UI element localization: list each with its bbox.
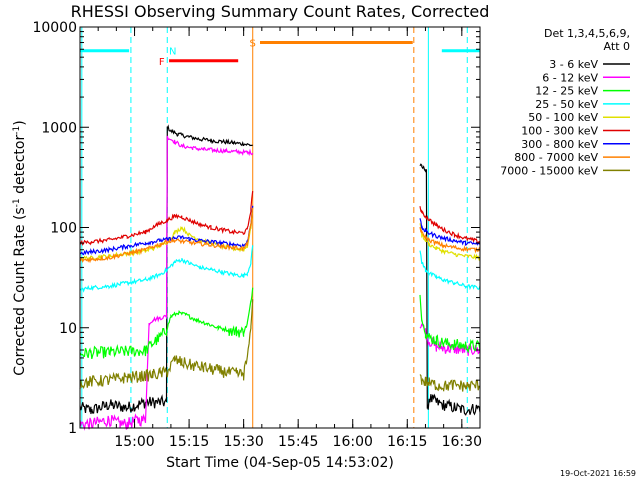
series-line-7-800-7000kev-seg1 (419, 226, 481, 254)
y-axis-label-mid: detector (12, 135, 28, 199)
series-line-0-3-6kev-seg1 (419, 163, 481, 416)
timestamp-label: 19-Oct-2021 16:59 (560, 469, 636, 478)
x-tick-label: 16:30 (442, 434, 482, 450)
y-axis-label-end: ) (12, 120, 28, 125)
series-line-8-7000-15000kev-seg1 (419, 374, 481, 392)
legend-label-4: 50 - 100 keV (528, 111, 598, 124)
series-line-2-12-25kev-seg0 (79, 287, 254, 360)
series-line-8-7000-15000kev-seg0 (79, 299, 254, 390)
x-tick-label: 15:00 (114, 434, 154, 450)
series-line-7-800-7000kev-seg0 (79, 207, 254, 264)
x-axis-label: Start Time (04-Sep-05 14:53:02) (166, 455, 394, 471)
series-line-3-25-50kev-seg0 (79, 245, 254, 293)
legend-label-0: 3 - 6 keV (549, 58, 598, 71)
chart-title: RHESSI Observing Summary Count Rates, Co… (71, 2, 490, 21)
series-line-4-50-100kev-seg1 (419, 223, 481, 262)
y-tick-label: 100 (50, 221, 77, 237)
flag-label-s: S (250, 39, 256, 50)
legend-label-1: 6 - 12 keV (542, 71, 598, 84)
series-line-3-25-50kev-seg1 (419, 250, 481, 291)
legend-label-7: 800 - 7000 keV (514, 151, 598, 164)
flag-label-f: F (159, 57, 165, 68)
x-tick-label: 15:15 (169, 434, 209, 450)
y-axis-label: Corrected Count Rate (s-1 detector-1) (12, 120, 28, 375)
legend-label-2: 12 - 25 keV (535, 85, 598, 98)
y-tick-label: 10 (59, 321, 77, 337)
y-tick-label: 10000 (32, 20, 77, 36)
legend-label-8: 7000 - 15000 keV (500, 164, 598, 177)
legend-header-line2: Att 0 (604, 40, 630, 53)
series-line-6-300-800kev-seg1 (419, 218, 481, 246)
series-line-5-100-300kev-seg1 (419, 206, 481, 244)
y-axis-label-sup2: -1 (12, 126, 22, 135)
legend-label-5: 100 - 300 keV (521, 125, 598, 138)
legend-header-line1: Det 1,3,4,5,6,9, (544, 27, 630, 40)
series-line-2-12-25kev-seg1 (419, 294, 481, 354)
y-tick-label: 1 (68, 421, 77, 437)
legend-label-3: 25 - 50 keV (535, 98, 598, 111)
series-line-5-100-300kev-seg0 (79, 191, 254, 246)
y-tick-label: 1000 (41, 120, 77, 136)
plot-area: NF S 1 10 100 1000 10000 15:00 15:15 15:30 15:45 16… (32, 20, 482, 450)
legend-label-6: 300 - 800 keV (521, 138, 598, 151)
x-tick-label: 16:00 (333, 434, 373, 450)
series-line-1-6-12kev-seg1 (419, 323, 481, 356)
series-line-1-6-12kev-seg0 (79, 135, 254, 431)
y-axis-label-main: Corrected Count Rate (s (12, 207, 28, 375)
y-axis-label-sup: -1 (12, 198, 22, 207)
x-tick-label: 16:15 (387, 434, 427, 450)
flag-label-n: N (169, 47, 176, 58)
x-tick-label: 15:30 (223, 434, 263, 450)
series-line-0-3-6kev-seg0 (79, 124, 253, 415)
x-tick-label: 15:45 (278, 434, 318, 450)
series-line-6-300-800kev-seg0 (79, 205, 254, 256)
